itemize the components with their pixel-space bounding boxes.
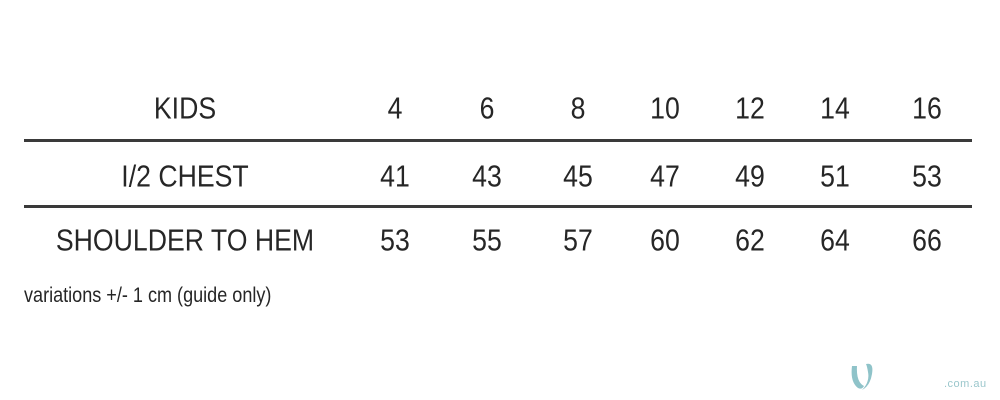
measurement-cell: 51 [820, 158, 850, 194]
footnote: variations +/- 1 cm (guide only) [24, 284, 272, 307]
measurement-cell: 62 [735, 222, 765, 258]
measurement-cell: 53 [912, 158, 942, 194]
measurement-cell: 57 [563, 222, 593, 258]
row-label: SHOULDER TO HEM [55, 222, 315, 258]
size-header: 4 [387, 90, 403, 126]
brand-logo-icon [851, 363, 873, 390]
size-header: 14 [820, 90, 850, 126]
measurement-cell: 43 [472, 158, 502, 194]
size-header: 16 [912, 90, 942, 126]
measurement-cell: 45 [563, 158, 593, 194]
measurement-cell: 55 [472, 222, 502, 258]
measurement-cell: 49 [735, 158, 765, 194]
size-header: 6 [479, 90, 495, 126]
size-header: 10 [650, 90, 680, 126]
size-header: 12 [735, 90, 765, 126]
divider [24, 139, 972, 142]
measurement-cell: 53 [380, 222, 410, 258]
watermark-domain: .com.au [944, 378, 987, 390]
measurement-cell: 66 [912, 222, 942, 258]
size-header: 8 [570, 90, 586, 126]
measurement-cell: 47 [650, 158, 680, 194]
measurement-cell: 64 [820, 222, 850, 258]
measurement-cell: 41 [380, 158, 410, 194]
measurement-cell: 60 [650, 222, 680, 258]
divider [24, 205, 972, 208]
row-label: I/2 CHEST [121, 158, 249, 194]
column-header-label: KIDS [153, 90, 217, 126]
